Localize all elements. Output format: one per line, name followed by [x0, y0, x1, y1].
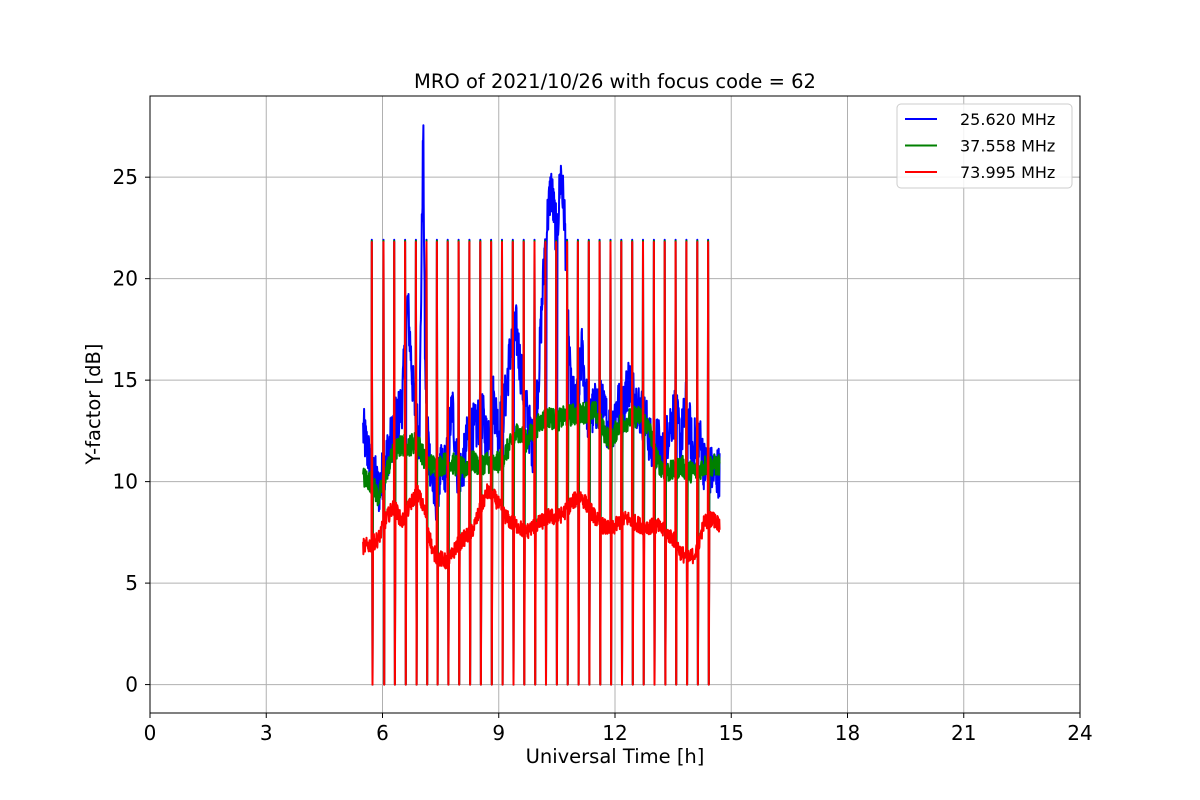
y-tick-label: 20 — [113, 267, 138, 291]
legend-box — [896, 103, 1073, 189]
legend-label: 25.620 MHz — [960, 110, 1055, 129]
series-group — [362, 124, 721, 686]
series-line — [362, 239, 721, 686]
x-tick-label: 6 — [376, 721, 389, 745]
legend-label: 37.558 MHz — [960, 137, 1055, 156]
x-tick-label: 15 — [719, 721, 744, 745]
y-tick-label: 25 — [113, 165, 138, 189]
axis-ticks: 0 3 6 9 12 15 18 21 24 0 5 10 15 20 25 — [113, 165, 1093, 745]
legend: 25.620 MHz 37.558 MHz 73.995 MHz — [896, 103, 1073, 189]
x-axis-label: Universal Time [h] — [526, 745, 705, 768]
x-tick-label: 9 — [492, 721, 505, 745]
x-tick-label: 24 — [1067, 721, 1092, 745]
series-line — [362, 241, 721, 686]
y-tick-label: 10 — [113, 470, 138, 494]
legend-label: 73.995 MHz — [960, 163, 1055, 182]
x-tick-label: 21 — [951, 721, 976, 745]
x-tick-label: 0 — [144, 721, 157, 745]
x-tick-label: 3 — [260, 721, 273, 745]
series-line — [362, 124, 721, 686]
y-tick-label: 0 — [125, 673, 138, 697]
chart-title: MRO of 2021/10/26 with focus code = 62 — [414, 70, 816, 93]
y-axis-label: Y-factor [dB] — [82, 344, 105, 466]
x-tick-label: 18 — [835, 721, 860, 745]
y-tick-label: 5 — [125, 571, 138, 595]
y-tick-label: 15 — [113, 368, 138, 392]
x-tick-label: 12 — [602, 721, 627, 745]
